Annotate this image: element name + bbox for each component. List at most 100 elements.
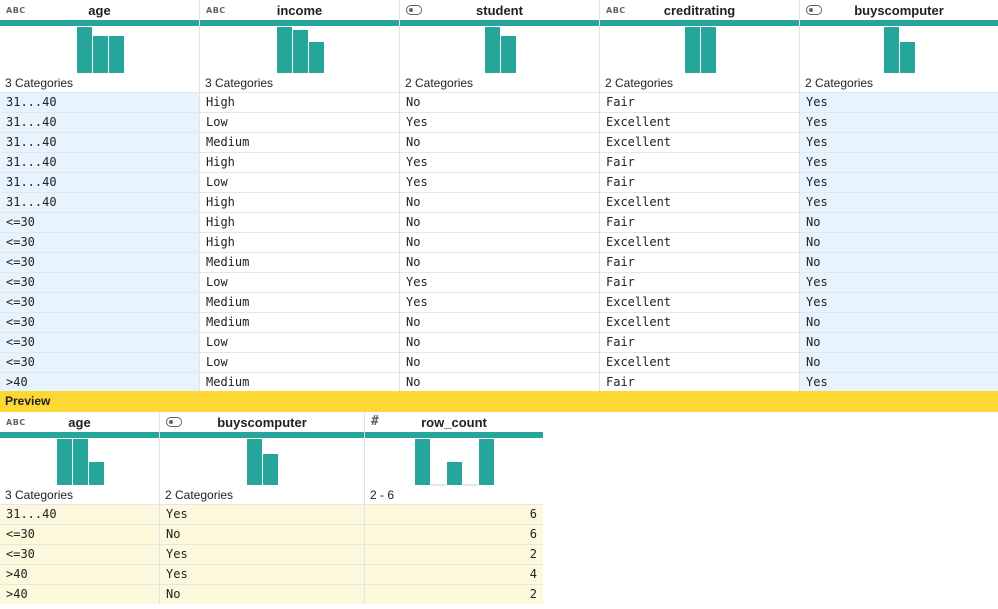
column-header[interactable]: buyscomputer: [160, 412, 364, 432]
table-cell[interactable]: Fair: [600, 212, 799, 232]
table-cell[interactable]: 4: [365, 564, 543, 584]
histogram-bar[interactable]: [77, 27, 92, 73]
table-cell[interactable]: Yes: [800, 192, 998, 212]
table-cell[interactable]: Low: [200, 352, 399, 372]
table-cell[interactable]: <=30: [0, 272, 199, 292]
table-cell[interactable]: Yes: [800, 372, 998, 392]
table-cell[interactable]: Yes: [800, 112, 998, 132]
column-header[interactable]: ABC income: [200, 0, 399, 20]
histogram-bar[interactable]: [485, 27, 500, 73]
table-cell[interactable]: 31...40: [0, 92, 199, 112]
table-cell[interactable]: Low: [200, 272, 399, 292]
table-cell[interactable]: No: [400, 232, 599, 252]
table-cell[interactable]: No: [800, 312, 998, 332]
table-cell[interactable]: Yes: [800, 152, 998, 172]
table-cell[interactable]: <=30: [0, 212, 199, 232]
table-cell[interactable]: Excellent: [600, 312, 799, 332]
table-cell[interactable]: No: [800, 212, 998, 232]
column-header[interactable]: buyscomputer: [800, 0, 998, 20]
table-cell[interactable]: 6: [365, 504, 543, 524]
table-cell[interactable]: 31...40: [0, 192, 199, 212]
table-cell[interactable]: Yes: [160, 504, 364, 524]
table-cell[interactable]: Yes: [160, 564, 364, 584]
table-cell[interactable]: No: [400, 192, 599, 212]
table-cell[interactable]: 31...40: [0, 172, 199, 192]
histogram-bar[interactable]: [93, 36, 108, 73]
table-cell[interactable]: Excellent: [600, 352, 799, 372]
table-cell[interactable]: High: [200, 192, 399, 212]
table-cell[interactable]: No: [400, 312, 599, 332]
table-cell[interactable]: >40: [0, 584, 159, 604]
table-cell[interactable]: Excellent: [600, 192, 799, 212]
table-cell[interactable]: <=30: [0, 332, 199, 352]
table-cell[interactable]: 2: [365, 584, 543, 604]
table-cell[interactable]: No: [800, 252, 998, 272]
histogram-bar[interactable]: [501, 36, 516, 73]
column-header[interactable]: ABC creditrating: [600, 0, 799, 20]
table-cell[interactable]: <=30: [0, 232, 199, 252]
table-cell[interactable]: No: [160, 524, 364, 544]
table-cell[interactable]: 2: [365, 544, 543, 564]
table-cell[interactable]: Fair: [600, 372, 799, 392]
histogram-bar[interactable]: [89, 462, 104, 485]
histogram-bar[interactable]: [685, 27, 700, 73]
histogram-bar[interactable]: [263, 454, 278, 485]
table-cell[interactable]: No: [160, 584, 364, 604]
histogram-bar[interactable]: [447, 462, 462, 485]
table-cell[interactable]: Excellent: [600, 132, 799, 152]
table-cell[interactable]: >40: [0, 372, 199, 392]
table-cell[interactable]: No: [800, 332, 998, 352]
table-cell[interactable]: No: [400, 352, 599, 372]
table-cell[interactable]: 31...40: [0, 504, 159, 524]
table-cell[interactable]: No: [400, 212, 599, 232]
table-cell[interactable]: Medium: [200, 252, 399, 272]
histogram-bar[interactable]: [479, 439, 494, 485]
column-header[interactable]: ABC age: [0, 0, 199, 20]
table-cell[interactable]: No: [800, 232, 998, 252]
table-cell[interactable]: <=30: [0, 352, 199, 372]
table-cell[interactable]: Yes: [400, 172, 599, 192]
column-header[interactable]: # row_count: [365, 412, 543, 432]
table-cell[interactable]: Yes: [400, 272, 599, 292]
table-cell[interactable]: Low: [200, 172, 399, 192]
table-cell[interactable]: Fair: [600, 332, 799, 352]
table-cell[interactable]: Low: [200, 332, 399, 352]
table-cell[interactable]: Fair: [600, 172, 799, 192]
table-cell[interactable]: No: [800, 352, 998, 372]
table-cell[interactable]: 31...40: [0, 112, 199, 132]
table-cell[interactable]: Yes: [160, 544, 364, 564]
histogram-bar[interactable]: [415, 439, 430, 485]
histogram-bar[interactable]: [109, 36, 124, 73]
column-header[interactable]: ABC age: [0, 412, 159, 432]
table-cell[interactable]: Yes: [800, 92, 998, 112]
histogram-bar[interactable]: [57, 439, 72, 485]
table-cell[interactable]: Yes: [800, 272, 998, 292]
table-cell[interactable]: Fair: [600, 92, 799, 112]
table-cell[interactable]: 6: [365, 524, 543, 544]
histogram-bar[interactable]: [701, 27, 716, 73]
table-cell[interactable]: >40: [0, 564, 159, 584]
table-cell[interactable]: High: [200, 232, 399, 252]
table-cell[interactable]: Excellent: [600, 232, 799, 252]
table-cell[interactable]: 31...40: [0, 152, 199, 172]
histogram-bar[interactable]: [293, 30, 308, 73]
table-cell[interactable]: Fair: [600, 252, 799, 272]
histogram-bar[interactable]: [900, 42, 915, 73]
table-cell[interactable]: <=30: [0, 524, 159, 544]
table-cell[interactable]: Yes: [800, 292, 998, 312]
table-cell[interactable]: No: [400, 332, 599, 352]
table-cell[interactable]: Yes: [400, 152, 599, 172]
table-cell[interactable]: <=30: [0, 544, 159, 564]
table-cell[interactable]: No: [400, 372, 599, 392]
table-cell[interactable]: Yes: [400, 292, 599, 312]
table-cell[interactable]: Medium: [200, 132, 399, 152]
table-cell[interactable]: Yes: [400, 112, 599, 132]
table-cell[interactable]: <=30: [0, 312, 199, 332]
table-cell[interactable]: Excellent: [600, 292, 799, 312]
table-cell[interactable]: Yes: [800, 132, 998, 152]
table-cell[interactable]: No: [400, 132, 599, 152]
table-cell[interactable]: Medium: [200, 292, 399, 312]
table-cell[interactable]: <=30: [0, 252, 199, 272]
table-cell[interactable]: High: [200, 212, 399, 232]
table-cell[interactable]: Yes: [800, 172, 998, 192]
